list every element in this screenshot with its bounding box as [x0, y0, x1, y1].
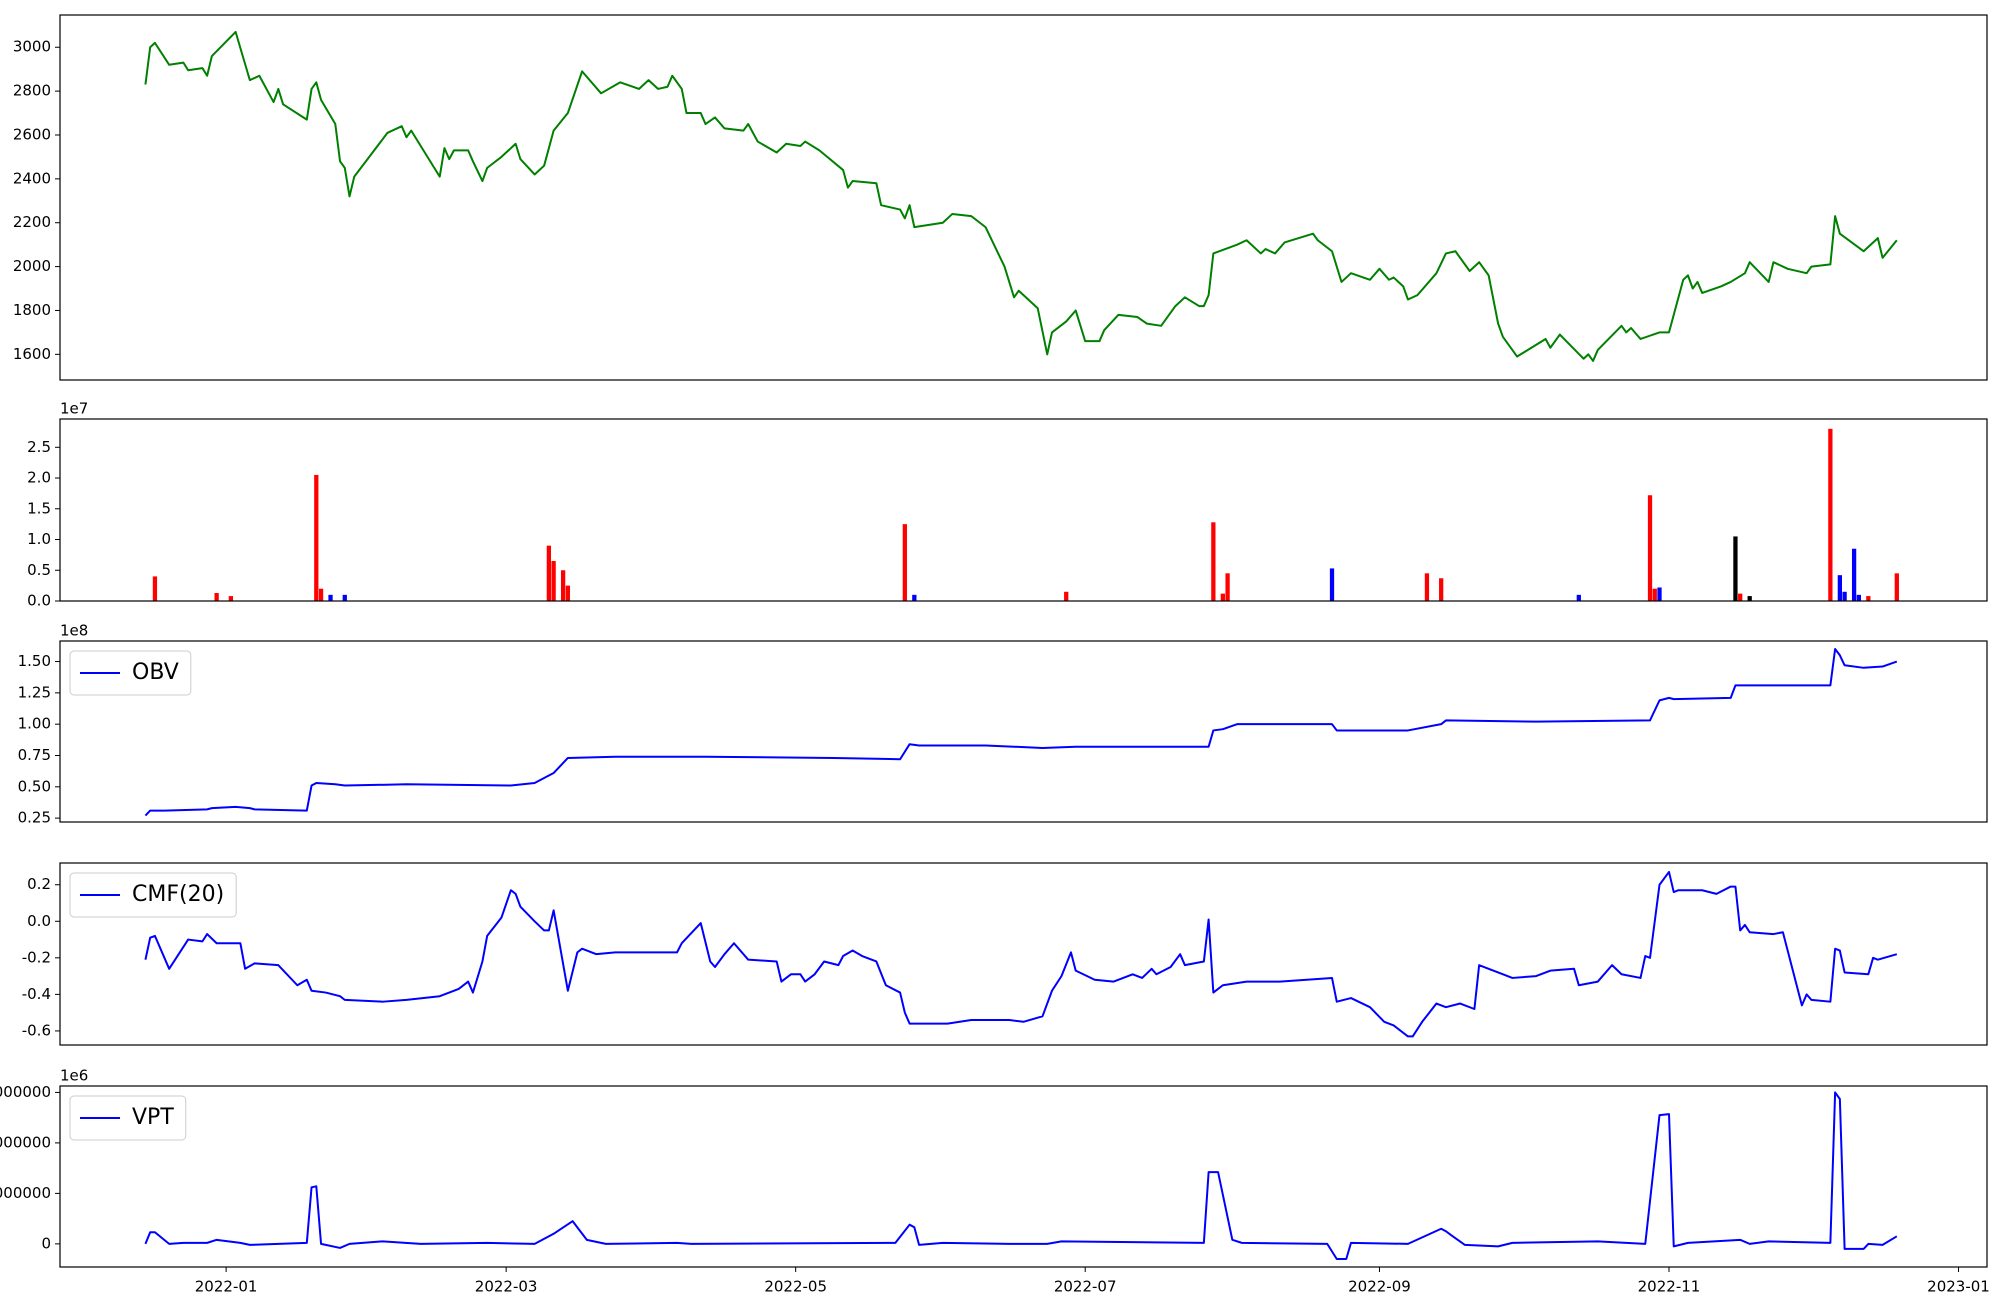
- legend-label: OBV: [132, 660, 179, 685]
- y-tick-label: 0.50: [18, 777, 51, 795]
- volume-bar: [546, 545, 552, 601]
- volume-bar: [1329, 568, 1335, 601]
- y-offset-label: 1e7: [60, 400, 88, 418]
- y-tick-label: 1.50: [18, 652, 51, 670]
- volume-bar: [152, 576, 158, 601]
- volume-bar: [1576, 594, 1581, 601]
- volume-bar: [1064, 591, 1069, 601]
- y-tick-label: 1.00: [18, 715, 51, 733]
- y-tick-label: 0: [41, 1234, 51, 1252]
- volume-bar: [1894, 573, 1899, 601]
- axes-frame: [59, 1085, 1988, 1268]
- volume-bar: [560, 570, 566, 601]
- volume-bar: [1225, 573, 1230, 601]
- volume-bar: [1211, 522, 1216, 601]
- volume-bar: [902, 524, 907, 601]
- volume-bar: [314, 474, 319, 601]
- y-tick-label: -0.6: [22, 1021, 51, 1039]
- y-offset-label: 1e6: [60, 1067, 88, 1085]
- y-tick-label: 1.0: [27, 530, 51, 548]
- y-offset-label: 1e8: [60, 622, 88, 640]
- axes-frame: [59, 862, 1988, 1046]
- legend-box: [69, 650, 192, 696]
- volume-bar: [1652, 588, 1657, 601]
- volume-bar: [1866, 596, 1871, 601]
- data-line: [144, 30, 1898, 362]
- data-line: [144, 1091, 1898, 1261]
- volume-bar: [1837, 575, 1843, 601]
- y-tick-label: 0.0: [27, 592, 51, 610]
- volume-bar: [1657, 587, 1662, 601]
- volume-bar: [342, 594, 347, 601]
- volume-bar: [1851, 548, 1857, 601]
- x-tick-label: 2022-07: [1054, 1278, 1117, 1296]
- y-tick-label: 2800: [13, 82, 51, 100]
- y-tick-label: 0.0: [27, 912, 51, 930]
- volume-bar: [1733, 536, 1738, 601]
- volume-bar: [1738, 593, 1743, 601]
- volume-bar: [1647, 495, 1653, 601]
- x-tick-label: 2022-09: [1348, 1278, 1411, 1296]
- axes-frame: [59, 640, 1988, 823]
- volume-bar: [318, 588, 324, 601]
- y-tick-label: 1800: [13, 301, 51, 319]
- x-tick-label: 2022-11: [1638, 1278, 1701, 1296]
- x-tick-label: 2022-03: [475, 1278, 538, 1296]
- legend-label: VPT: [132, 1105, 174, 1130]
- axes-frame: [59, 418, 1988, 602]
- y-tick-label: -0.2: [22, 948, 51, 966]
- y-tick-label: 2200: [13, 213, 51, 231]
- y-tick-label: 2000000: [0, 1133, 51, 1151]
- volume-bar: [1842, 591, 1847, 601]
- volume-bar: [551, 561, 556, 601]
- y-tick-label: 2.0: [27, 469, 51, 487]
- axes-frame: [59, 14, 1988, 381]
- y-tick-label: -0.4: [22, 985, 51, 1003]
- volume-bar: [1439, 578, 1444, 601]
- y-tick-label: 2.5: [27, 438, 51, 456]
- volume-bar: [228, 596, 234, 601]
- y-tick-label: 2400: [13, 169, 51, 187]
- legend-box: [69, 872, 237, 918]
- y-tick-label: 2000: [13, 257, 51, 275]
- y-tick-label: 1.25: [18, 683, 51, 701]
- y-tick-label: 0.25: [18, 809, 51, 827]
- x-tick-label: 2022-05: [764, 1278, 827, 1296]
- y-tick-label: 0.5: [27, 561, 51, 579]
- legend-box: [69, 1095, 187, 1141]
- y-tick-label: 3000: [13, 38, 51, 56]
- volume-bar: [1424, 573, 1430, 601]
- y-tick-label: 1.5: [27, 499, 51, 517]
- volume-bar: [1828, 428, 1833, 601]
- volume-bar: [912, 594, 917, 601]
- data-line: [144, 648, 1898, 817]
- data-line: [144, 870, 1898, 1038]
- volume-bar: [1747, 596, 1752, 601]
- volume-bar: [328, 594, 333, 601]
- y-tick-label: 2600: [13, 125, 51, 143]
- volume-bar: [214, 593, 219, 601]
- volume-bar: [1856, 594, 1861, 601]
- y-tick-label: 3000000: [0, 1083, 51, 1101]
- y-tick-label: 1000000: [0, 1184, 51, 1202]
- legend-label: CMF(20): [132, 882, 224, 907]
- y-tick-label: 1600: [13, 345, 51, 363]
- y-tick-label: 0.2: [27, 875, 51, 893]
- x-tick-label: 2022-01: [195, 1278, 258, 1296]
- y-tick-label: 0.75: [18, 746, 51, 764]
- x-tick-label: 2023-01: [1927, 1278, 1990, 1296]
- volume-bar: [1220, 593, 1225, 601]
- volume-bar: [565, 585, 570, 601]
